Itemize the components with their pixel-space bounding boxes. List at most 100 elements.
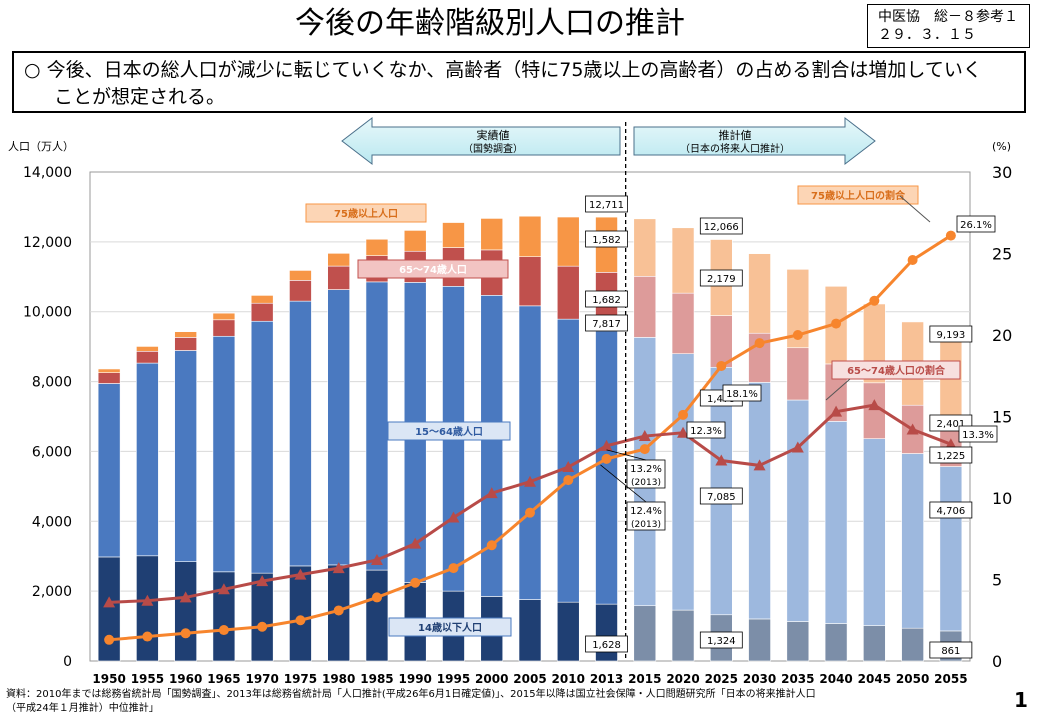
ratio-point	[448, 563, 459, 574]
bar-segment	[289, 270, 312, 281]
right-tick-label: 30	[992, 163, 1012, 182]
bar-segment	[289, 565, 312, 662]
ratio-point	[410, 577, 421, 588]
bar-segment	[518, 305, 542, 600]
legend-65-74: 65～74歳人口	[399, 263, 467, 276]
seg-2055-75-box	[929, 325, 973, 343]
ratio-point	[447, 511, 460, 523]
pct-2025-a-box	[722, 384, 762, 402]
x-tick-label: 1965	[207, 672, 240, 686]
seg-2013-1564: 7,817	[592, 319, 621, 330]
ratio-point	[830, 405, 843, 417]
bar-segment	[327, 253, 350, 267]
source-note: 資料：2010年までは総務省統計局「国勢調査」、2013年は総務省統計局「人口推…	[6, 688, 986, 716]
bar-segment	[824, 421, 848, 624]
ratio-point	[639, 444, 650, 455]
ratio-point	[638, 430, 651, 442]
left-tick-label: 8,000	[32, 375, 72, 391]
left-tick-label: 4,000	[32, 514, 72, 530]
bar-segment	[327, 289, 350, 566]
ratio-point	[563, 475, 574, 486]
bar-segment	[365, 569, 389, 662]
reference-line-2: ２９．３．１５	[878, 27, 976, 43]
legend-line-75-box	[797, 185, 919, 205]
bar-segment	[595, 330, 618, 605]
seg-2013-75-box	[585, 230, 628, 248]
ratio-point	[906, 423, 919, 435]
reference-box: 中医協 総－８参考１ ２９．３．１５	[867, 4, 1030, 48]
right-tick-label: 5	[992, 571, 1002, 590]
bar-segment	[365, 238, 389, 256]
ratio-point	[103, 596, 116, 608]
bar-segment	[174, 350, 197, 562]
legend-under-14: 14歳以下人口	[418, 621, 482, 634]
ratio-point	[370, 553, 383, 565]
pct-2025-b: 12.3%	[690, 426, 722, 437]
seg-2055-14: 861	[941, 646, 960, 657]
seg-2013-6574-box	[585, 290, 628, 308]
x-tick-label: 2005	[513, 672, 546, 686]
ratio-point	[218, 625, 229, 636]
pct-2013-b: 12.4%	[630, 506, 662, 517]
ratio-point	[217, 583, 230, 595]
bar-segment	[518, 215, 542, 258]
x-tick-label: 2013	[590, 672, 623, 686]
ratio-point	[142, 631, 153, 642]
pct-2055-b: 13.3%	[962, 430, 994, 441]
bar-segment	[748, 382, 771, 620]
left-tick-label: 6,000	[32, 444, 72, 460]
bar-segment	[901, 453, 924, 629]
x-tick-label: 1960	[169, 672, 202, 686]
x-tick-label: 2010	[552, 672, 585, 686]
x-tick-label: 1990	[399, 672, 432, 686]
x-tick-label: 1995	[437, 672, 470, 686]
total-2013: 12,711	[589, 200, 624, 211]
bar-segment	[671, 227, 695, 294]
bar-segment	[174, 337, 197, 351]
ratio-point	[179, 591, 192, 603]
bar-segment	[556, 318, 580, 603]
actual-arrow-sublabel: （国勢調査）	[463, 142, 523, 155]
pct-2055-a: 26.1%	[960, 220, 992, 231]
pct-2013-b-box	[626, 501, 666, 531]
x-tick-label: 1950	[92, 672, 125, 686]
page-number: 1	[1014, 688, 1028, 712]
bar-segment	[97, 383, 121, 558]
right-tick-label: 15	[992, 408, 1012, 427]
pct-2025-b-box	[686, 421, 726, 439]
right-tick-label: 25	[992, 245, 1012, 264]
right-axis-label: (%)	[992, 140, 1011, 153]
right-tick-label: 0	[992, 652, 1002, 671]
bar-segment	[250, 320, 274, 574]
bar-segment	[824, 623, 848, 662]
bar-segment	[633, 275, 657, 338]
x-tick-label: 2015	[628, 672, 661, 686]
ratio-point	[600, 439, 613, 451]
pct-2025-a: 18.1%	[726, 389, 758, 400]
projected-arrow-sublabel: （日本の将来人口推計）	[680, 142, 790, 155]
summary-box: ○ 今後、日本の総人口が減少に転じていくなか、高齢者（特に75歳以上の高齢者）の…	[12, 51, 1026, 113]
bar-segment	[212, 319, 236, 337]
left-tick-label: 12,000	[23, 235, 72, 251]
ratio-point	[944, 438, 957, 450]
ratio-point	[677, 426, 690, 438]
seg-2025-14-box	[699, 631, 743, 649]
bar-segment	[748, 618, 771, 662]
legend-line-65-74: 65～74歳人口の割合	[847, 364, 946, 377]
reference-line-1: 中医協 総－８参考１	[878, 9, 1018, 25]
left-axis-label: 人口（万人）	[8, 140, 74, 153]
total-2025-box	[699, 217, 743, 235]
legend-leader	[825, 378, 851, 401]
legend-leader	[899, 195, 931, 223]
bar-segment	[365, 281, 389, 571]
seg-2025-14: 1,324	[707, 636, 736, 647]
ratio-point	[716, 360, 727, 371]
bar-segment	[250, 302, 274, 322]
seg-2055-1564-box	[929, 446, 973, 464]
x-tick-label: 1975	[284, 672, 317, 686]
actual-arrow-label: 実績値	[477, 128, 510, 142]
pct-2013-b-sub: (2013)	[631, 520, 661, 530]
bar-segment	[786, 269, 810, 349]
legend-75-plus-box	[305, 203, 427, 223]
ratio-point	[562, 461, 575, 473]
